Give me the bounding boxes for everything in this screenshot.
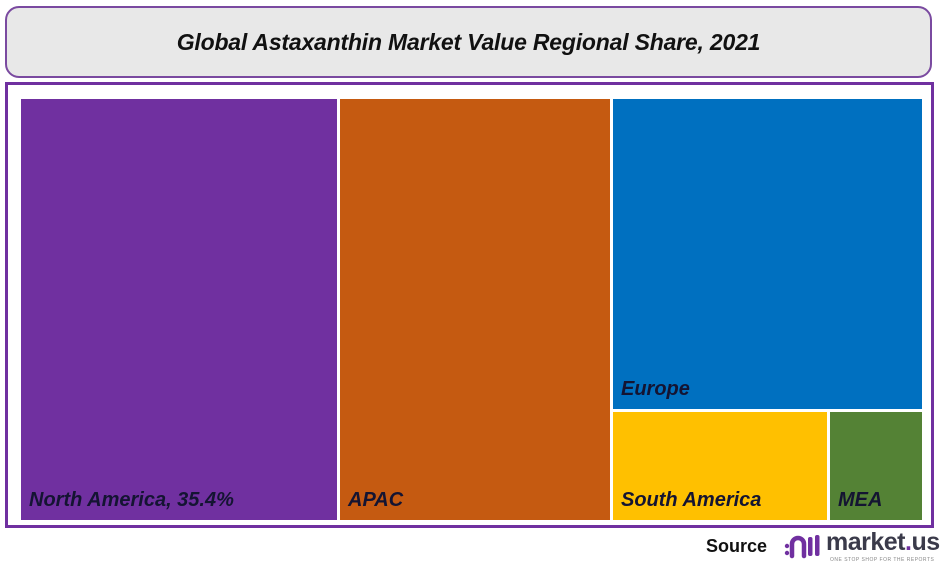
source-label: Source [706, 536, 768, 556]
brand-tld: us [911, 528, 940, 556]
brand-text: market [826, 528, 906, 556]
tile-north-america: North America, 35.4% [21, 99, 337, 520]
brand-name: market.us [826, 528, 940, 557]
chart-title-box: Global Astaxanthin Market Value Regional… [5, 6, 932, 78]
tile-label: North America, 35.4% [29, 489, 234, 511]
chart-title: Global Astaxanthin Market Value Regional… [176, 28, 761, 55]
tile-apac: APAC [340, 99, 610, 520]
tile-label: APAC [348, 489, 404, 511]
brand-dot: . [905, 528, 912, 556]
tile-europe: Europe [613, 99, 922, 409]
tile-south-america: South America [613, 412, 827, 520]
market-us-logo-icon [784, 535, 820, 559]
tile-label: South America [621, 489, 762, 511]
tile-label: MEA [838, 489, 883, 511]
tile-mea: MEA [830, 412, 922, 520]
brand-tagline: ONE STOP SHOP FOR THE REPORTS [830, 557, 935, 563]
tile-label: Europe [621, 378, 690, 400]
treemap-frame: North America, 35.4% APAC Europe South A… [5, 82, 934, 528]
